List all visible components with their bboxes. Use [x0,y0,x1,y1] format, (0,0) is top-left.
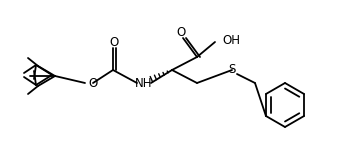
Text: NH: NH [135,77,153,89]
Text: S: S [228,63,236,75]
Text: O: O [109,36,119,49]
Text: O: O [88,77,97,89]
Text: OH: OH [222,34,240,47]
Text: O: O [176,26,185,38]
